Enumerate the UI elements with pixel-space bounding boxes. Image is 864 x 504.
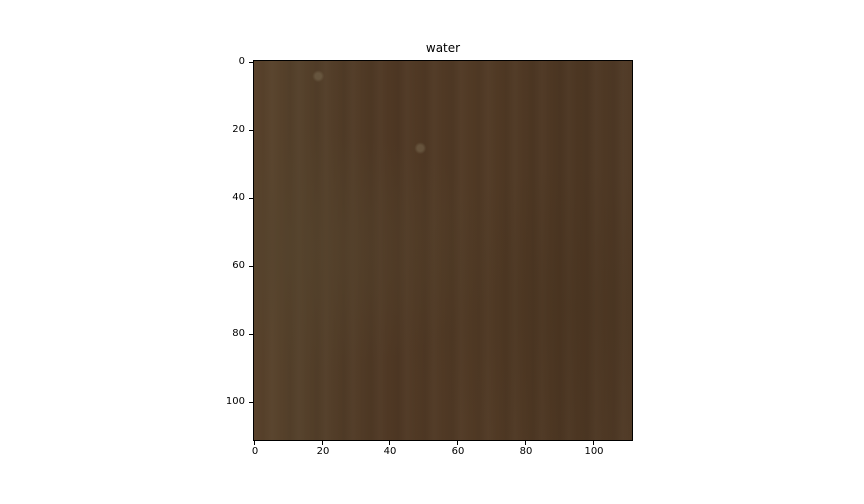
water-image [254, 61, 632, 440]
x-tick-mark [457, 441, 458, 445]
x-tick-mark [525, 441, 526, 445]
x-tick-label: 80 [519, 446, 533, 457]
x-tick-mark [389, 441, 390, 445]
image-title: water [425, 41, 461, 55]
y-tick-mark [249, 402, 253, 403]
x-tick-mark [254, 441, 255, 445]
x-tick-label: 60 [451, 446, 465, 457]
y-tick-mark [249, 198, 253, 199]
y-tick-label: 20 [232, 124, 245, 135]
x-tick-mark [593, 441, 594, 445]
y-tick-label: 40 [232, 192, 245, 203]
y-tick-mark [249, 130, 253, 131]
y-tick-label: 100 [225, 396, 245, 407]
image-axes [253, 60, 633, 441]
y-tick-mark [249, 266, 253, 267]
x-tick-label: 20 [316, 446, 330, 457]
y-tick-label: 80 [232, 328, 245, 339]
x-tick-label: 40 [383, 446, 397, 457]
y-tick-label: 60 [232, 260, 245, 271]
x-tick-mark [322, 441, 323, 445]
x-tick-label: 100 [584, 446, 604, 457]
y-tick-label: 0 [238, 56, 245, 67]
x-tick-label: 0 [251, 446, 259, 457]
y-tick-mark [249, 62, 253, 63]
y-tick-mark [249, 334, 253, 335]
